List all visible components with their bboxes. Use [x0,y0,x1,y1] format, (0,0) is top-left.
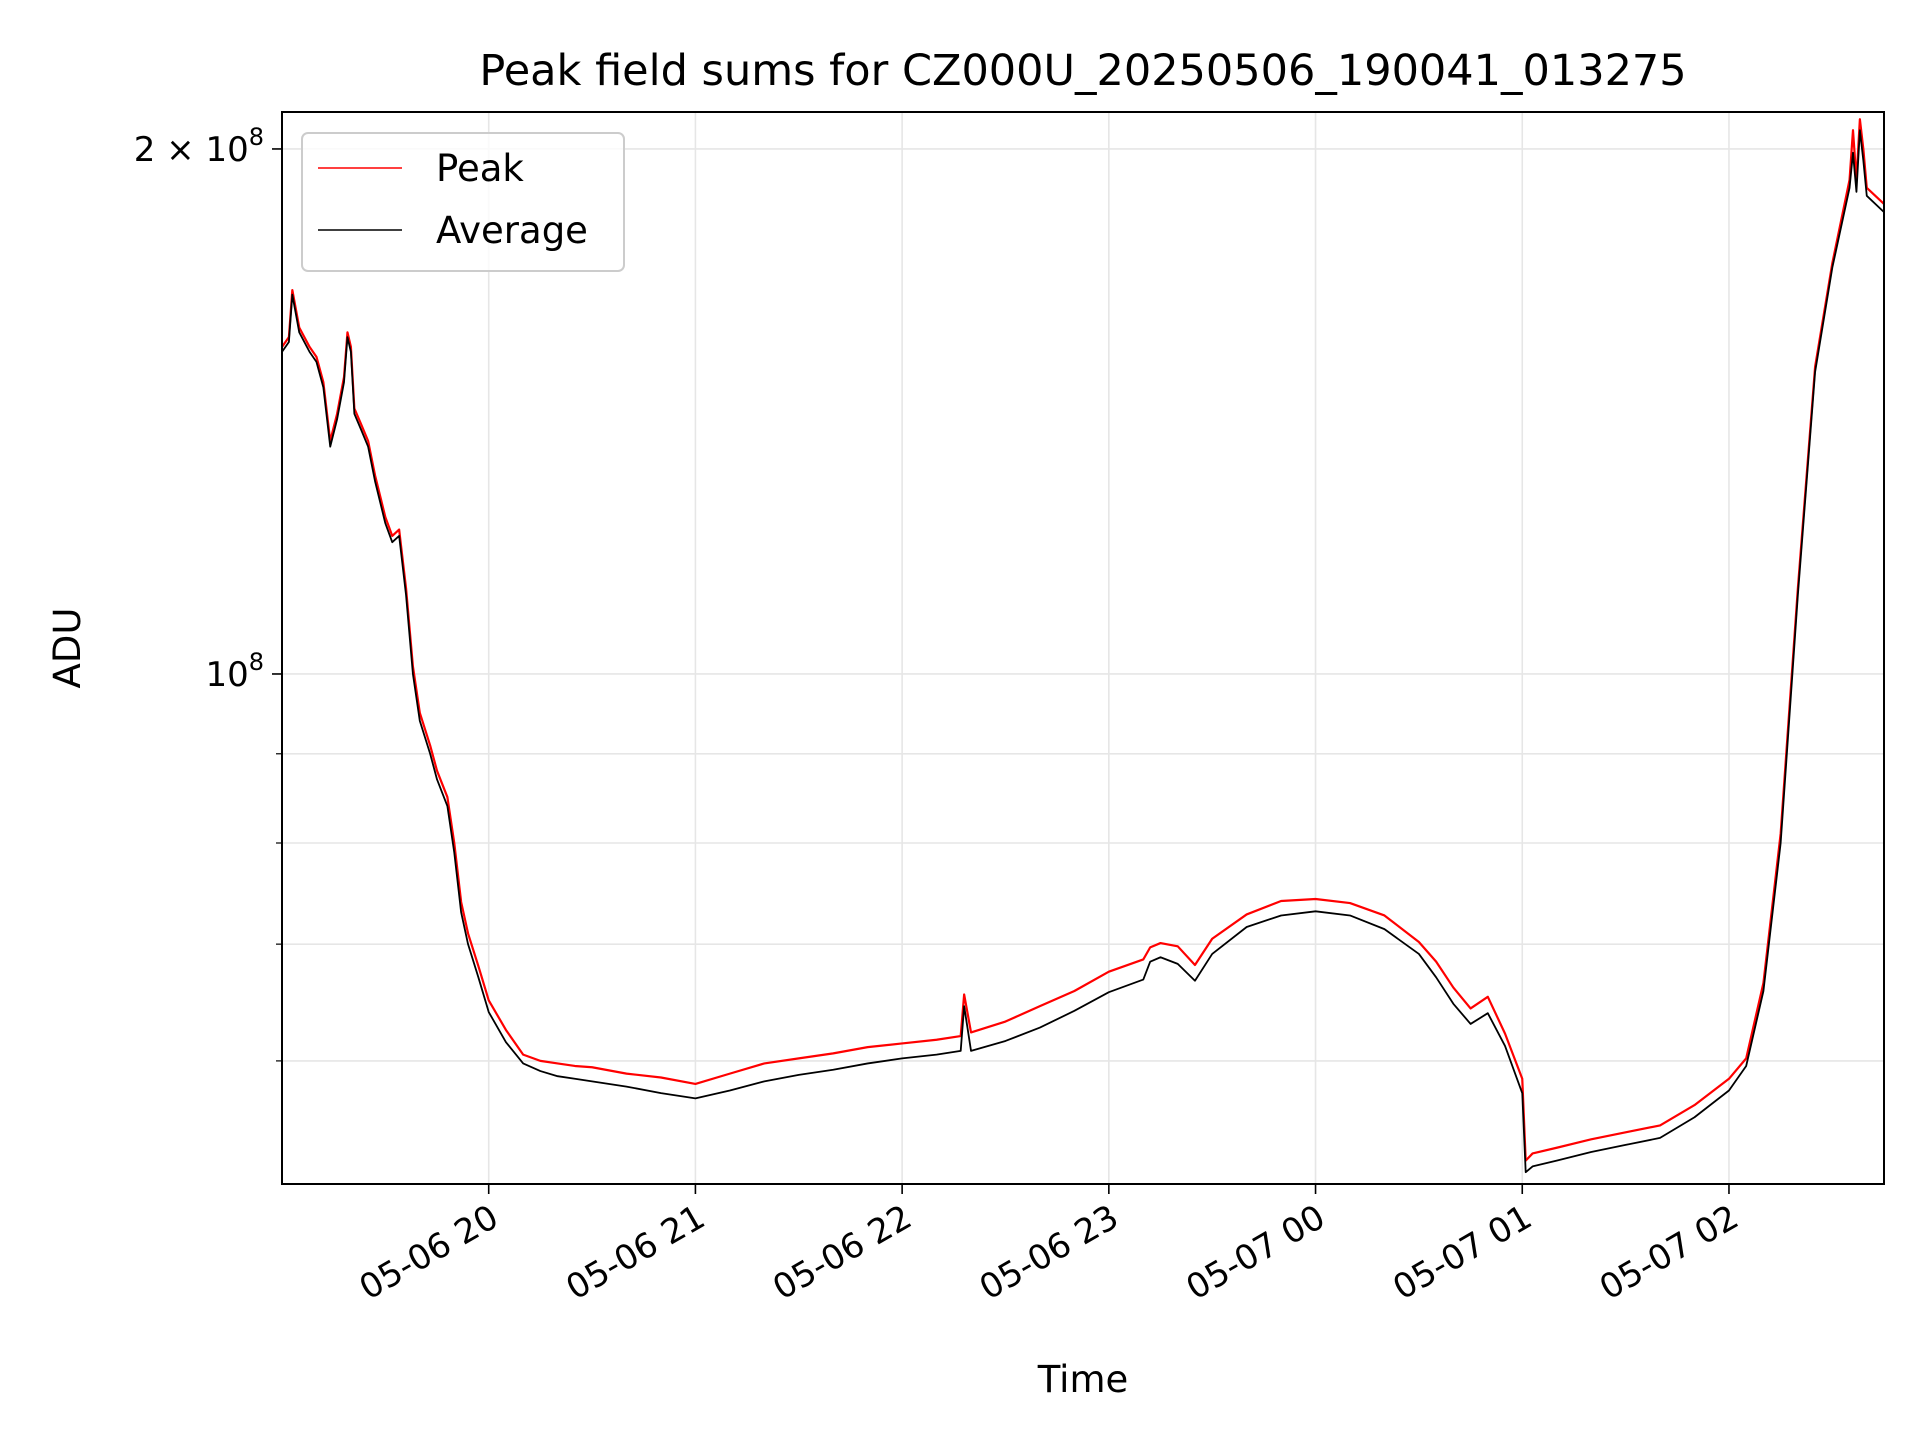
chart-title: Peak field sums for CZ000U_20250506_1900… [479,46,1686,96]
plot-frame [281,111,1885,1185]
x-axis-label: Time [1037,1358,1129,1401]
legend-label-peak: Peak [436,147,524,190]
y-tick-label-exponent: 8 [249,123,264,151]
y-tick-label-base: 10 [205,655,248,695]
y-tick-label: 108 [205,648,264,695]
series-line-peak [281,118,1885,1162]
y-tick-label-exponent: 8 [249,648,264,676]
grid [282,112,1884,1184]
series-line-average [281,129,1885,1174]
y-tick-label-base: 2 × 10 [134,130,249,170]
legend-label-average: Average [436,209,588,252]
data-lines [281,118,1885,1174]
legend: Peak Average [301,132,625,272]
y-axis-label: ADU [46,608,89,689]
y-tick-label: 2 × 108 [134,123,264,170]
